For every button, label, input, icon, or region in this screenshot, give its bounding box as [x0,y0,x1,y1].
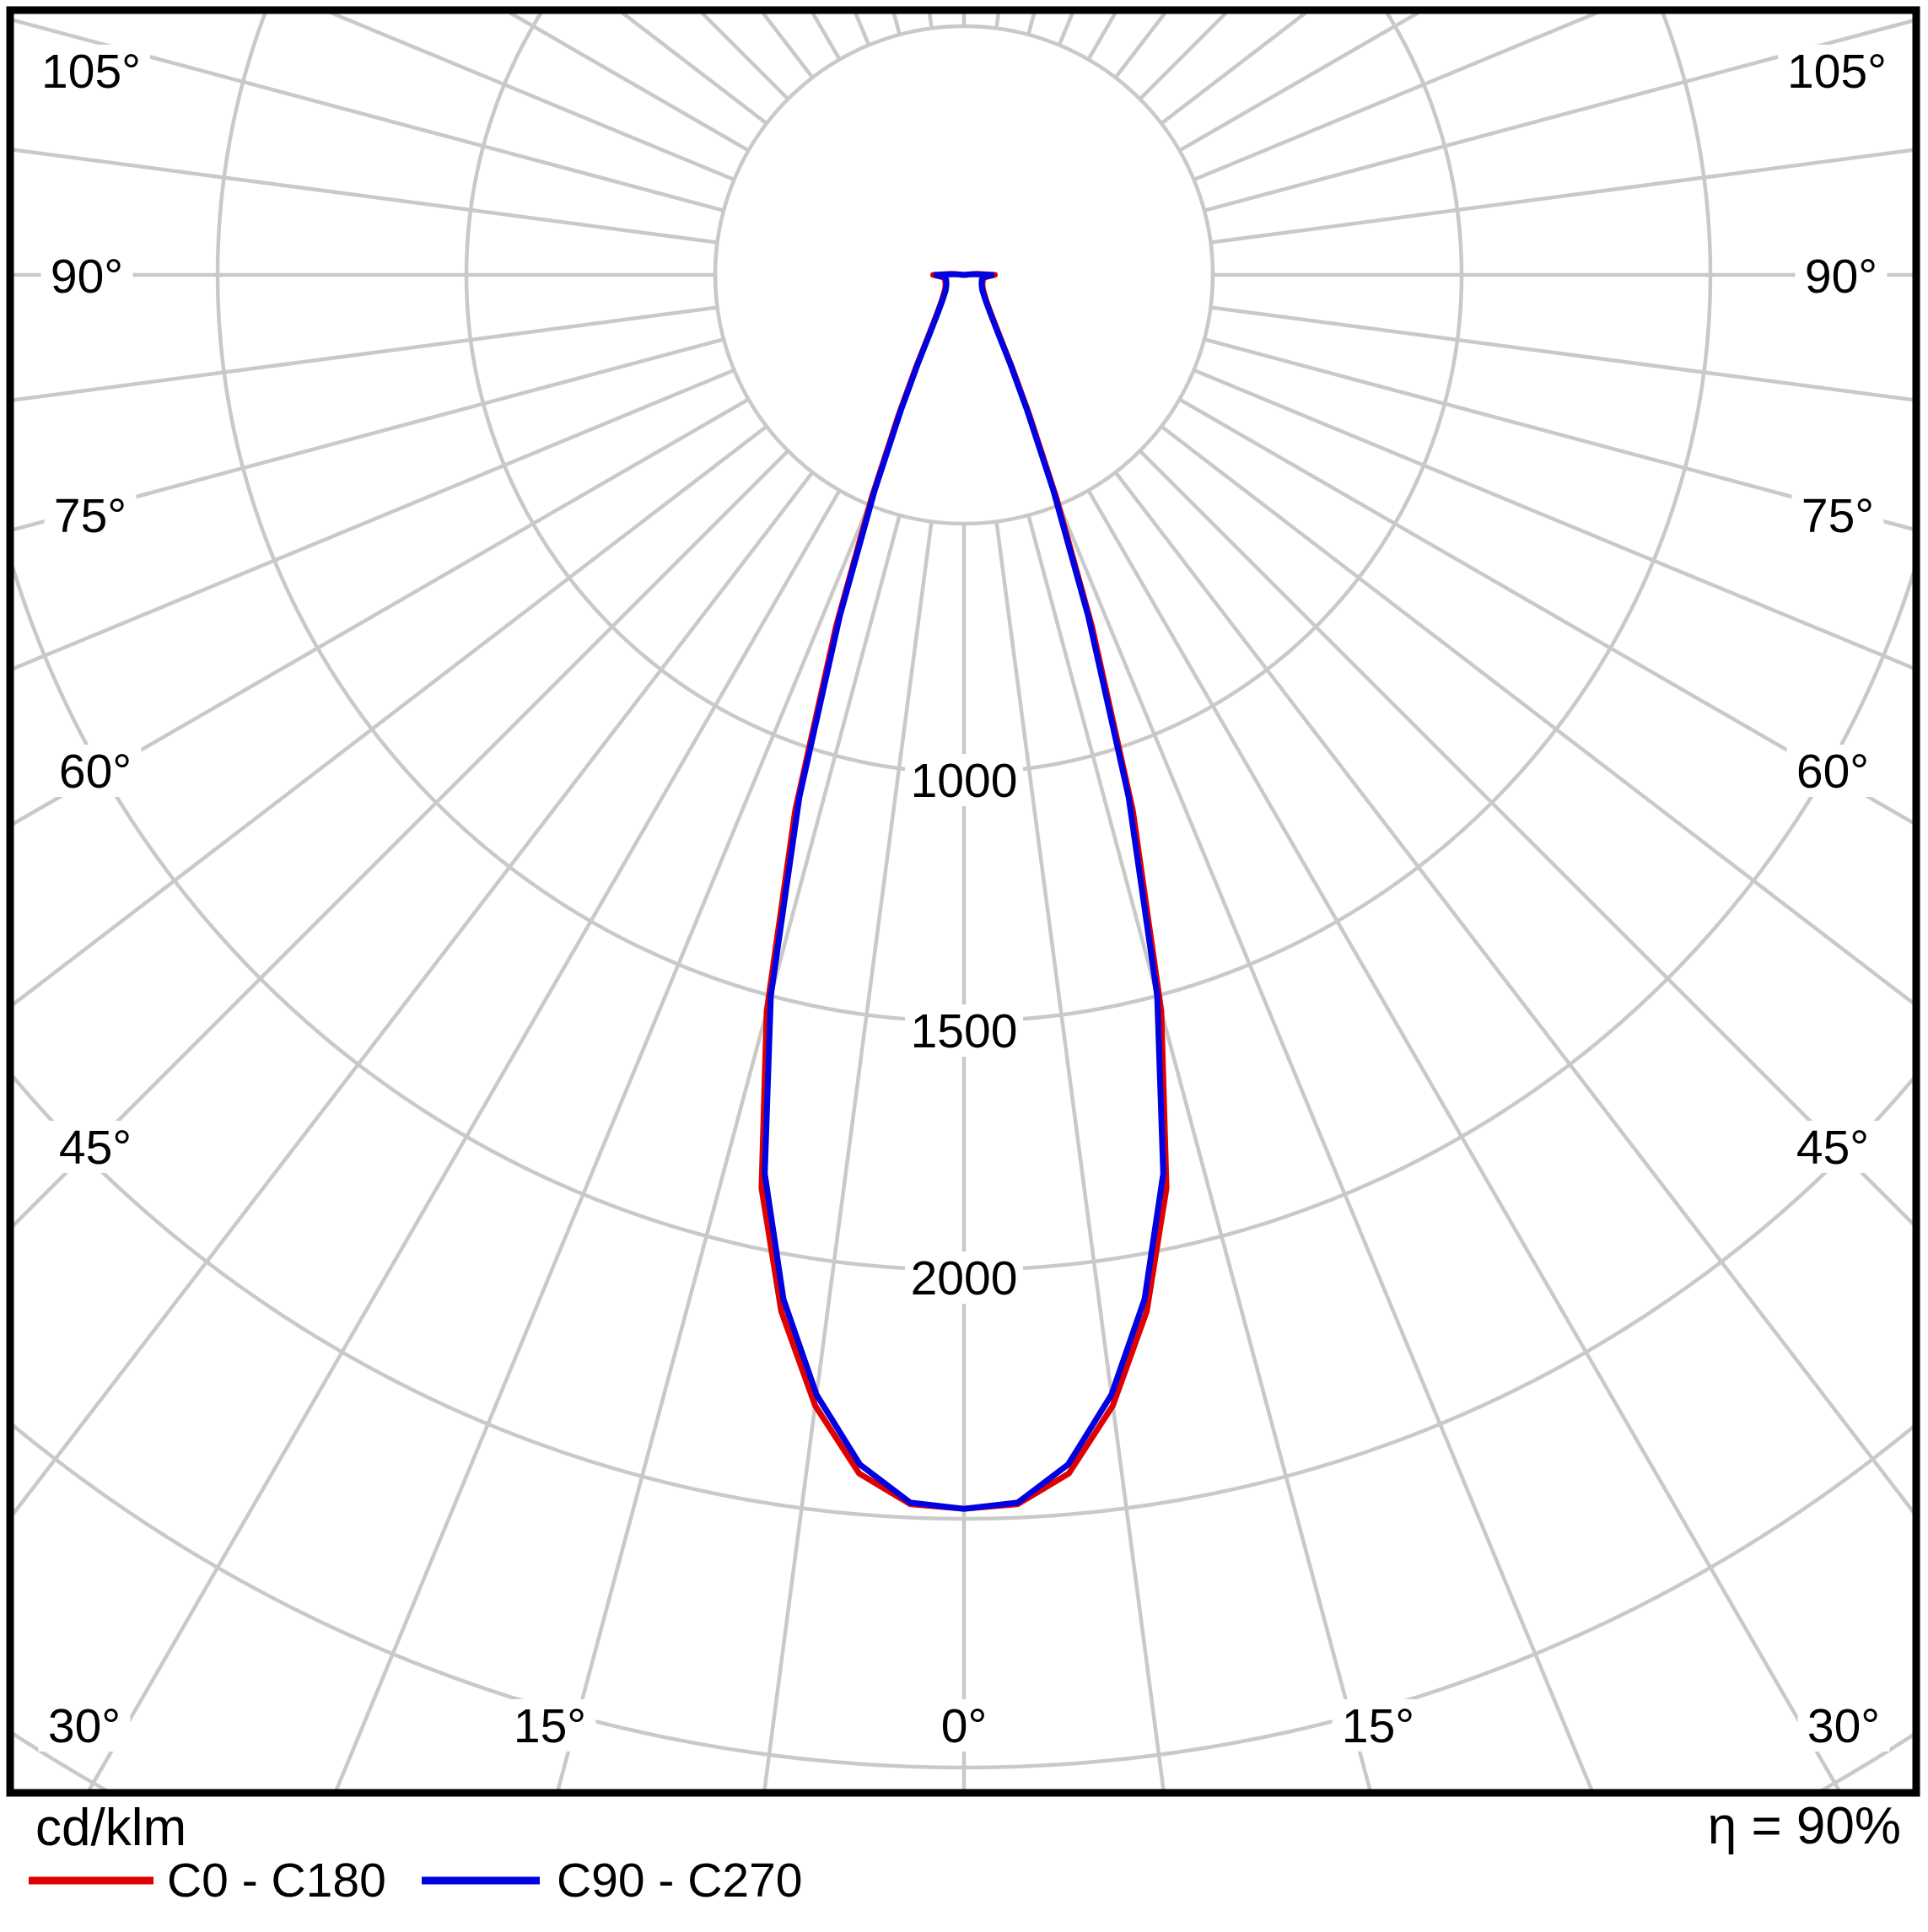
angle-label-30°: 30° [1807,1699,1880,1753]
ring-label-1500: 1500 [911,1004,1018,1058]
angle-label-90°: 90° [1805,250,1877,304]
angle-label-60°: 60° [59,745,132,799]
angle-label-90°: 90° [51,250,123,304]
grid-spoke-97.5 [1210,0,1928,242]
angle-label-75°: 75° [54,489,127,543]
angle-label-45°: 45° [59,1121,132,1175]
grid-spoke-82.5 [1210,308,1928,605]
grid-spoke--172.5 [633,0,931,29]
grid-spoke-105 [1204,0,1928,211]
grid-spoke-165 [1028,0,1618,35]
ring-label-1000: 1000 [911,754,1018,808]
legend: C0 - C180 C90 - C270 [29,1854,803,1908]
grid-spoke--82.5 [0,308,718,605]
efficiency-label: η = 90% [1708,1797,1901,1855]
angle-label-105°: 105° [41,45,141,99]
grid-spoke--165 [310,0,900,35]
legend-label-c90-c270: C90 - C270 [557,1854,803,1908]
grid-spoke-7.5 [997,521,1295,1928]
angle-label-15°: 15° [514,1699,586,1753]
ring-label-2000: 2000 [911,1251,1018,1305]
angle-label-60°: 60° [1796,745,1869,799]
grid-spoke-172.5 [997,0,1295,29]
angle-label-15°: 15° [1342,1699,1414,1753]
grid-spoke--97.5 [0,0,718,242]
grid-spoke--75 [0,339,724,929]
angle-label-105°: 105° [1787,45,1887,99]
unit-label: cd/klm [35,1799,186,1857]
grid-spoke--105 [0,0,724,211]
angle-label-0°: 0° [941,1699,988,1753]
angle-label-75°: 75° [1801,489,1874,543]
angle-label-45°: 45° [1796,1121,1869,1175]
angle-label-30°: 30° [48,1699,121,1753]
legend-label-c0-c180: C0 - C180 [167,1854,386,1908]
grid-spoke--7.5 [633,521,931,1928]
grid-spoke-75 [1204,339,1928,929]
